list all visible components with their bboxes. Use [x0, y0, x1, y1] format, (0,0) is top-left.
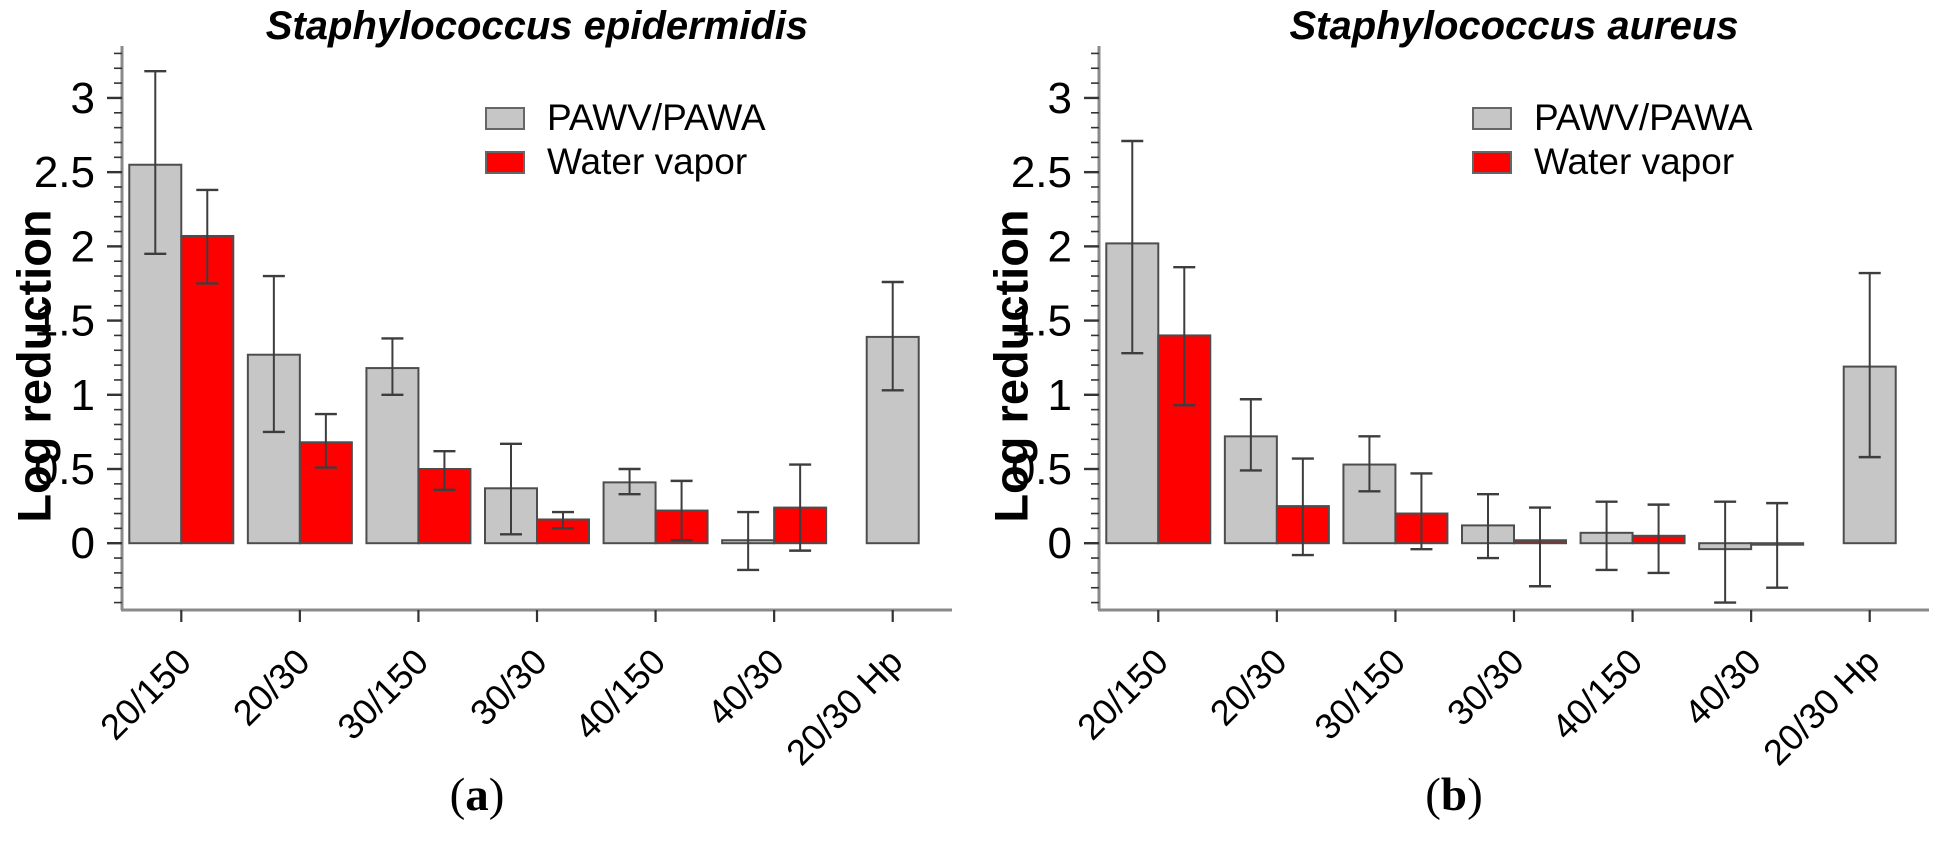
y-tick-label: 1.5	[1011, 297, 1072, 346]
y-tick-label: 0.5	[34, 445, 95, 494]
y-tick-label: 0	[1048, 519, 1072, 568]
red-swatch-icon	[1472, 150, 1512, 174]
x-tick-label: 30/30	[462, 641, 555, 734]
x-tick-label: 40/30	[699, 641, 792, 734]
y-tick-label: 0	[71, 519, 95, 568]
y-tick-label: 3	[1048, 74, 1072, 123]
x-tick-label: 20/150	[1069, 641, 1176, 748]
panel-a: 0 0.5 1 1.5 2 2.5 3 20/150 20/30 30/150 30/30 40/15…	[0, 4, 954, 822]
legend-item-water-vapor: Water vapor	[1472, 140, 1753, 184]
caption-letter: b	[1440, 769, 1468, 821]
chart-title-epidermidis: Staphylococcus epidermidis	[265, 4, 809, 48]
legend: PAWV/PAWA Water vapor	[1472, 96, 1753, 184]
bar-chart-aureus: 0 0.5 1 1.5 2 2.5 3 20/150 20/30 30/150 30/30 40/15…	[1011, 46, 1929, 773]
x-tick-label: 30/30	[1439, 641, 1532, 734]
caption-paren: (	[449, 769, 466, 821]
y-tick-label: 1	[1048, 371, 1072, 420]
legend-label-water-vapor: Water vapor	[547, 141, 748, 182]
legend-label-water-vapor: Water vapor	[1534, 141, 1735, 182]
y-tick-label: 2	[1048, 222, 1072, 271]
y-tick-label: 1.5	[34, 297, 95, 346]
bar-Water vapor-20/150	[180, 234, 235, 545]
y-tick-label: 3	[71, 74, 95, 123]
x-tick-label: 20/30 Hp	[1755, 641, 1887, 773]
x-tick-label: 20/30 Hp	[778, 641, 910, 773]
caption-paren: )	[488, 769, 505, 821]
caption-a: (a)	[0, 768, 954, 822]
bar-chart-epidermidis: 0 0.5 1 1.5 2 2.5 3 20/150 20/30 30/150 30/30 40/15…	[34, 46, 952, 773]
x-tick-label: 20/150	[92, 641, 199, 748]
y-tick-label: 2.5	[1011, 148, 1072, 197]
legend: PAWV/PAWA Water vapor	[485, 96, 766, 184]
gray-swatch-icon	[1472, 106, 1512, 130]
gray-swatch-icon	[485, 106, 525, 130]
caption-paren: )	[1467, 769, 1483, 821]
x-tick-label: 30/150	[1306, 641, 1413, 748]
x-tick-label: 40/150	[1543, 641, 1650, 748]
y-axis-label: Log reduction	[984, 209, 1038, 523]
legend-label-pawv: PAWV/PAWA	[547, 97, 766, 138]
x-tick-label: 30/150	[329, 641, 436, 748]
y-axis-label: Log reduction	[7, 209, 61, 523]
x-tick-label: 20/30	[225, 641, 318, 734]
caption-b: (b)	[977, 768, 1931, 822]
caption-paren: (	[1425, 769, 1441, 821]
chart-title-aureus: Staphylococcus aureus	[1289, 4, 1739, 48]
caption-letter: a	[465, 769, 489, 821]
y-tick-label: 2	[71, 222, 95, 271]
y-tick-label: 1	[71, 371, 95, 420]
panel-b: 0 0.5 1 1.5 2 2.5 3 20/150 20/30 30/150 30/30 40/15…	[977, 0, 1954, 842]
bar-Water vapor-20/150	[1157, 334, 1212, 545]
bar-PAWV/PAWA-30/150	[365, 367, 420, 545]
legend-item-pawv: PAWV/PAWA	[485, 96, 766, 140]
x-tick-label: 40/150	[566, 641, 673, 748]
legend-label-pawv: PAWV/PAWA	[1534, 97, 1753, 138]
x-tick-label: 20/30	[1202, 641, 1295, 734]
y-tick-label: 0.5	[1011, 445, 1072, 494]
x-tick-label: 40/30	[1676, 641, 1769, 734]
legend-item-pawv: PAWV/PAWA	[1472, 96, 1753, 140]
y-tick-label: 2.5	[34, 148, 95, 197]
legend-item-water-vapor: Water vapor	[485, 140, 766, 184]
red-swatch-icon	[485, 150, 525, 174]
